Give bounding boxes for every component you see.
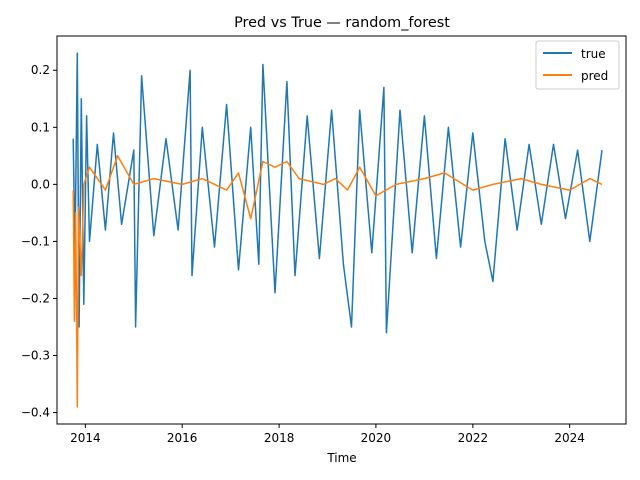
plot-frame — [56, 35, 627, 425]
y-tick-label: 0.0 — [31, 177, 50, 191]
series-pred — [72, 155, 603, 408]
x-tick-label: 2014 — [70, 431, 101, 445]
y-axis: 0.2 0.1 0.0 −0.1 −0.2 −0.3 −0.4 — [21, 63, 57, 420]
x-tick-label: 2020 — [361, 431, 392, 445]
legend: true pred — [535, 40, 620, 90]
y-tick-label: −0.4 — [21, 406, 50, 420]
y-tick-label: −0.2 — [21, 291, 50, 305]
y-tick-label: −0.3 — [21, 349, 50, 363]
chart-title: Pred vs True — random_forest — [234, 15, 450, 31]
legend-label-pred: pred — [581, 69, 608, 83]
x-axis-label: Time — [326, 451, 356, 465]
series-line-true — [72, 52, 603, 334]
legend-label-true: true — [581, 47, 606, 61]
y-tick-label: 0.2 — [31, 63, 50, 77]
x-tick-label: 2024 — [554, 431, 585, 445]
x-tick-label: 2016 — [167, 431, 198, 445]
x-axis: 2014 2016 2018 2020 2022 2024 — [70, 424, 585, 445]
y-tick-label: −0.1 — [21, 234, 50, 248]
y-tick-label: 0.1 — [31, 120, 50, 134]
plot-area — [72, 52, 603, 408]
x-tick-label: 2022 — [458, 431, 489, 445]
series-line-pred — [72, 155, 603, 408]
series-true — [72, 52, 603, 334]
x-tick-label: 2018 — [264, 431, 295, 445]
